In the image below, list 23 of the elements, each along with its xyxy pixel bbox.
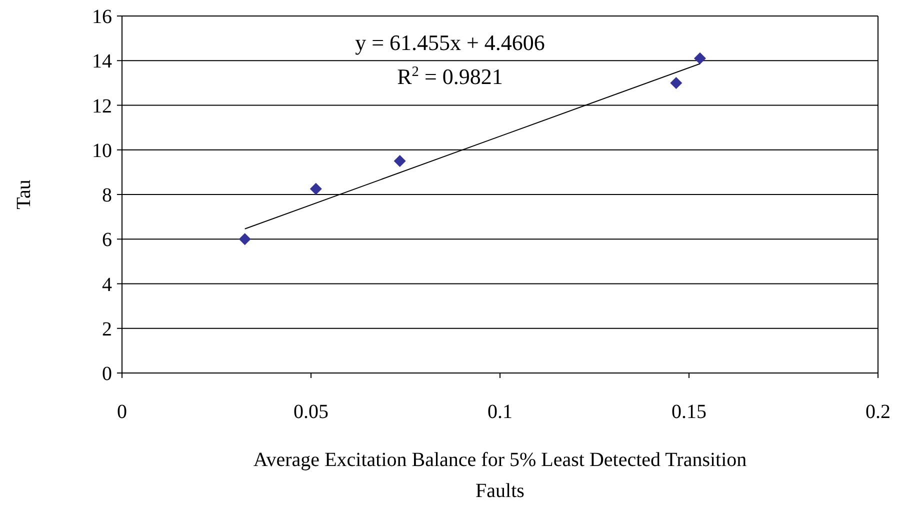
point (394, 155, 406, 168)
point (670, 76, 682, 89)
y-tick-label: 8 (102, 184, 112, 206)
point (310, 182, 322, 195)
y-axis-title: Tau (13, 180, 35, 210)
y-tick-label: 14 (92, 50, 112, 73)
x-axis-title: Average Excitation Balance for 5% Least Detected Transition Faults (253, 449, 747, 502)
x-tick-label: 0.1 (488, 401, 512, 423)
y-tick-label: 10 (92, 140, 112, 162)
x-tick-label: 0 (117, 401, 127, 423)
y-tick-label: 16 (92, 6, 112, 28)
y-tick-label: 4 (102, 274, 112, 296)
y-tick-label: 2 (102, 318, 112, 340)
y-tick-label: 12 (92, 95, 112, 118)
annotation: R$^{2}$ = 0.9821 (397, 64, 503, 89)
x-tick-label: 0.15 (672, 401, 706, 423)
annotation: y = 61.455x + 4.4606 (355, 30, 545, 55)
point (238, 233, 251, 246)
y-tick-label: 6 (102, 229, 112, 252)
y-tick-label: 0 (102, 363, 112, 385)
point (694, 52, 706, 64)
x-tick-label: 0.2 (866, 401, 890, 423)
x-tick-label: 0.05 (294, 401, 328, 423)
